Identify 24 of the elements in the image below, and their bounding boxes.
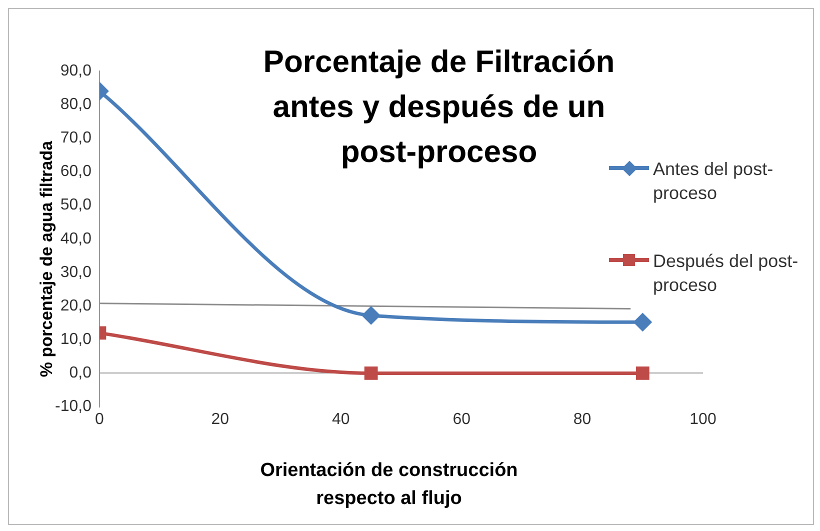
text: Porcentaje de Filtración antes y después de un post-proceso — [262, 43, 616, 171]
y-tick-label: 80,0 — [60, 96, 92, 113]
point — [636, 366, 650, 380]
y-tick-label: 70,0 — [60, 130, 92, 147]
legend-label: Después del post-proceso — [653, 250, 800, 297]
x-tick-label: 80 — [573, 410, 592, 428]
y-tick-label: 60,0 — [60, 163, 92, 180]
y-tick-label: 50,0 — [60, 196, 92, 214]
y-tick-label: 10,0 — [60, 331, 92, 348]
y-axis-title: % porcentaje de agua filtrada — [37, 140, 57, 378]
y-tick-label: -10,0 — [55, 398, 92, 416]
legend-label: Antes del post-proceso — [653, 158, 774, 205]
y-tick-label: 40,0 — [60, 230, 92, 248]
x-tick-label: 20 — [211, 410, 230, 428]
y-tick-label: 30,0 — [60, 264, 92, 281]
x-axis-title: Orientación de construcción respecto al flujo — [259, 459, 519, 511]
y-tick-label: 90,0 — [60, 62, 92, 80]
x-tick-label: 40 — [332, 410, 350, 428]
x-tick-label: 100 — [690, 410, 716, 428]
y-tick-label: 20,0 — [60, 297, 92, 314]
y-tick-label: 0,0 — [69, 364, 92, 382]
x-tick-label: 60 — [452, 410, 471, 428]
x-tick-label: 0 — [95, 410, 104, 428]
point — [634, 313, 652, 331]
